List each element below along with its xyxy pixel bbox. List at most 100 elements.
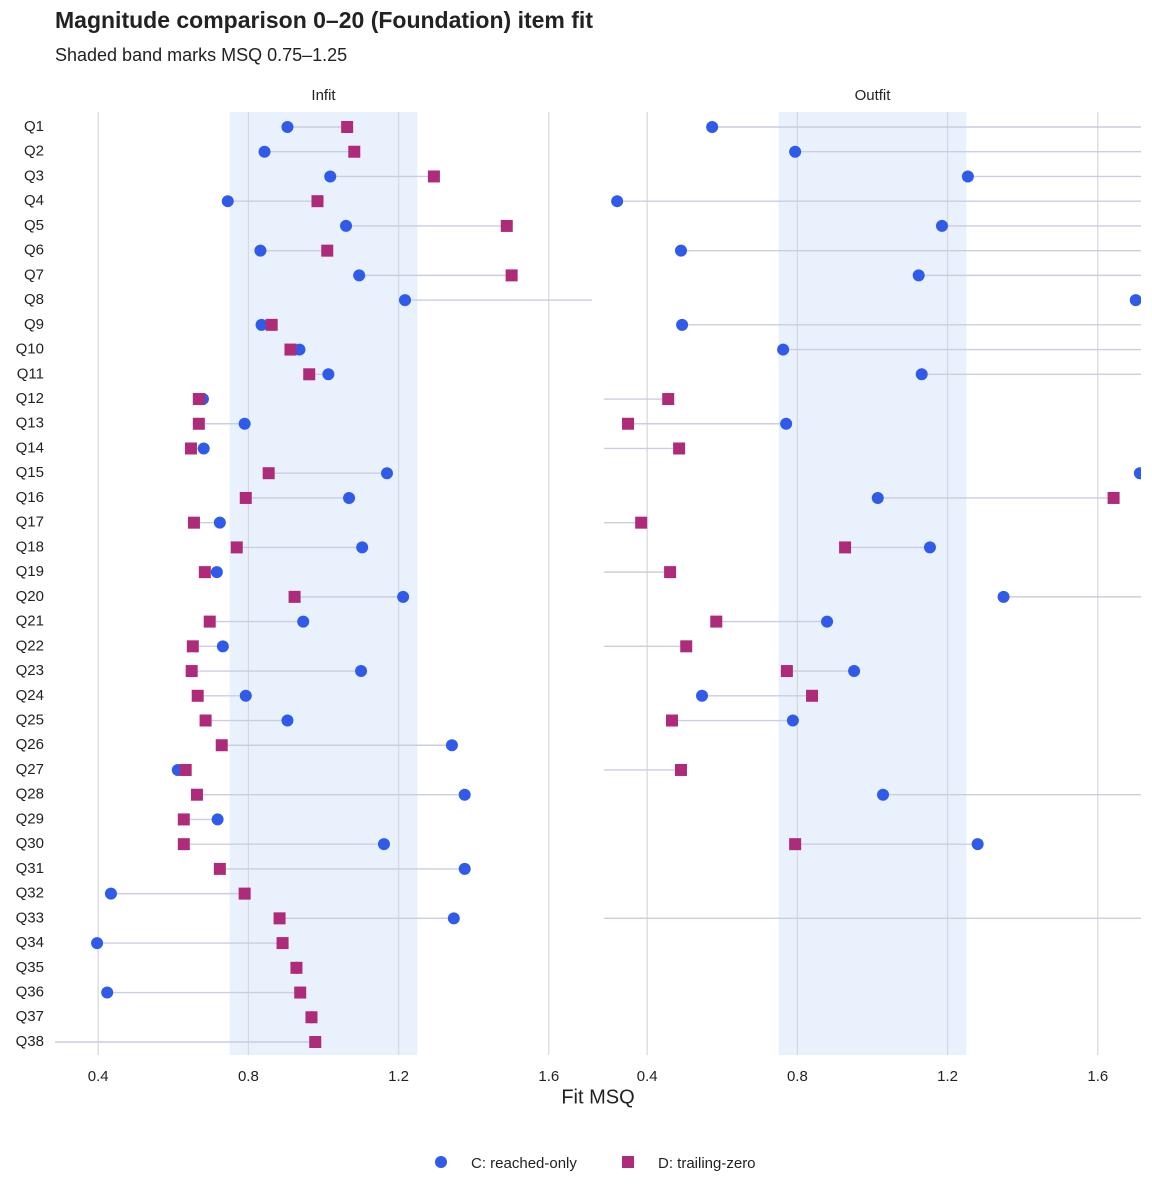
y-tick-label: Q19 (16, 563, 44, 580)
point-c (281, 714, 294, 727)
point-d (427, 170, 440, 183)
point-d (203, 615, 216, 628)
y-tick-label: Q18 (16, 538, 44, 555)
point-c (871, 491, 884, 504)
y-tick-label: Q1 (24, 118, 44, 135)
point-d (505, 269, 518, 282)
y-tick-label: Q12 (16, 390, 44, 407)
y-tick-label: Q6 (24, 242, 44, 259)
y-tick-label: Q23 (16, 662, 44, 679)
y-tick-label: Q21 (16, 613, 44, 630)
y-tick-label: Q13 (16, 415, 44, 432)
point-d (185, 665, 198, 678)
point-c (340, 219, 353, 232)
point-d (177, 813, 190, 826)
y-tick-label: Q9 (24, 316, 44, 333)
y-tick-label: Q25 (16, 711, 44, 728)
point-c (611, 195, 624, 208)
y-tick-label: Q17 (16, 514, 44, 531)
point-d (190, 788, 203, 801)
point-d (276, 937, 289, 950)
point-d (664, 566, 677, 579)
y-tick-label: Q33 (16, 909, 44, 926)
point-c (221, 195, 234, 208)
point-d (184, 442, 197, 455)
point-d (839, 541, 852, 554)
point-c (380, 467, 393, 480)
point-c (447, 912, 460, 925)
point-d (303, 368, 316, 381)
point-c (877, 788, 890, 801)
legend-marker (622, 1156, 634, 1168)
point-d (230, 541, 243, 554)
x-tick-label: 1.2 (388, 1068, 409, 1085)
x-tick-label: 1.6 (538, 1068, 559, 1085)
point-c (197, 442, 210, 455)
point-c (821, 615, 834, 628)
point-c (566, 517, 578, 529)
y-tick-label: Q20 (16, 588, 44, 605)
y-tick-label: Q26 (16, 736, 44, 753)
point-c (706, 121, 719, 133)
point-d (198, 566, 211, 579)
point-d (348, 145, 361, 158)
point-d (622, 417, 635, 430)
point-d (789, 838, 802, 851)
point-c (961, 170, 974, 183)
point-c (104, 887, 117, 900)
point-c (923, 541, 936, 554)
y-tick-label: Q22 (16, 637, 44, 654)
point-c (674, 244, 687, 257)
point-c (445, 739, 458, 752)
point-c (848, 665, 861, 678)
y-tick-label: Q4 (24, 192, 44, 209)
point-c (777, 343, 790, 356)
point-c (293, 343, 306, 356)
point-d (199, 714, 212, 727)
legend-label: C: reached-only (471, 1155, 577, 1172)
point-d (674, 763, 687, 776)
point-d (177, 838, 190, 851)
point-d (186, 640, 199, 653)
facet-label: Infit (311, 87, 336, 104)
point-d (635, 516, 648, 529)
point-c (912, 269, 925, 282)
y-tick-label: Q5 (24, 217, 44, 234)
point-c (997, 590, 1010, 603)
y-tick-label: Q36 (16, 984, 44, 1001)
fit-band (229, 112, 418, 1055)
point-d (1107, 491, 1120, 504)
y-tick-label: Q38 (16, 1033, 44, 1050)
point-d (265, 318, 278, 331)
y-tick-label: Q3 (24, 167, 44, 184)
point-d (179, 763, 192, 776)
x-axis-label: Fit MSQ (561, 1086, 634, 1108)
y-tick-label: Q35 (16, 959, 44, 976)
point-d (294, 986, 307, 999)
chart-title: Magnitude comparison 0–20 (Foundation) i… (55, 7, 593, 33)
x-tick-label: 1.2 (937, 1068, 958, 1085)
point-c (780, 417, 793, 430)
y-tick-label: Q30 (16, 835, 44, 852)
panel (566, 112, 1141, 1055)
point-d (238, 887, 251, 900)
point-c (216, 640, 229, 653)
y-tick-label: Q11 (17, 365, 44, 382)
point-d (192, 417, 205, 430)
point-d (191, 689, 204, 702)
point-d (213, 862, 226, 875)
legend-marker (435, 1156, 447, 1168)
point-c (566, 442, 578, 454)
point-d (288, 590, 301, 603)
point-d (239, 491, 252, 504)
y-tick-label: Q15 (16, 464, 44, 481)
x-tick-label: 0.8 (787, 1068, 808, 1085)
point-c (458, 788, 471, 801)
point-c (789, 145, 802, 158)
y-tick-label: Q10 (16, 341, 44, 358)
y-tick-label: Q32 (16, 885, 44, 902)
point-c (324, 170, 337, 183)
point-c (377, 838, 390, 851)
point-c (397, 590, 410, 603)
